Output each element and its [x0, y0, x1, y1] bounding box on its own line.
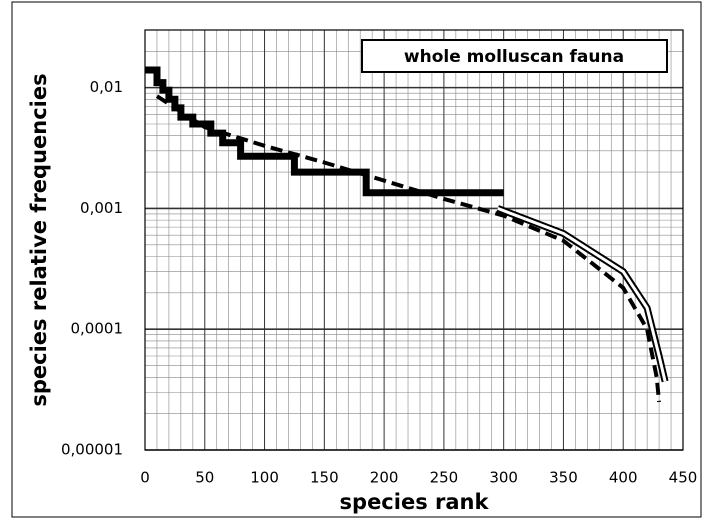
- chart-frame: [11, 1, 702, 518]
- x-tick-label: 350: [549, 469, 578, 487]
- x-tick-label: 450: [669, 469, 698, 487]
- plot-border: [144, 29, 684, 451]
- x-axis-title: species rank: [340, 490, 490, 514]
- fit-line: [155, 94, 662, 403]
- y-tick-label: 0,001: [80, 199, 123, 217]
- annotation: whole molluscan fauna: [404, 47, 624, 67]
- plot-background: [145, 30, 683, 450]
- annotation-box: [361, 39, 668, 73]
- x-tick-label: 400: [609, 469, 638, 487]
- x-tick-label: 100: [250, 469, 279, 487]
- x-tick-label: 250: [430, 469, 459, 487]
- y-tick-label: 0,0001: [71, 320, 124, 338]
- y-tick-label: 0,00001: [61, 441, 123, 459]
- expected-line-inner: [497, 206, 667, 382]
- x-tick-label: 150: [310, 469, 339, 487]
- y-tick-label: 0,01: [90, 78, 123, 96]
- x-tick-label: 300: [489, 469, 518, 487]
- plot-area: [144, 29, 684, 451]
- x-tick-label: 200: [370, 469, 399, 487]
- y-axis-title: species relative frequencies: [27, 73, 51, 406]
- x-tick-label: 0: [140, 469, 150, 487]
- x-tick-label: 50: [195, 469, 214, 487]
